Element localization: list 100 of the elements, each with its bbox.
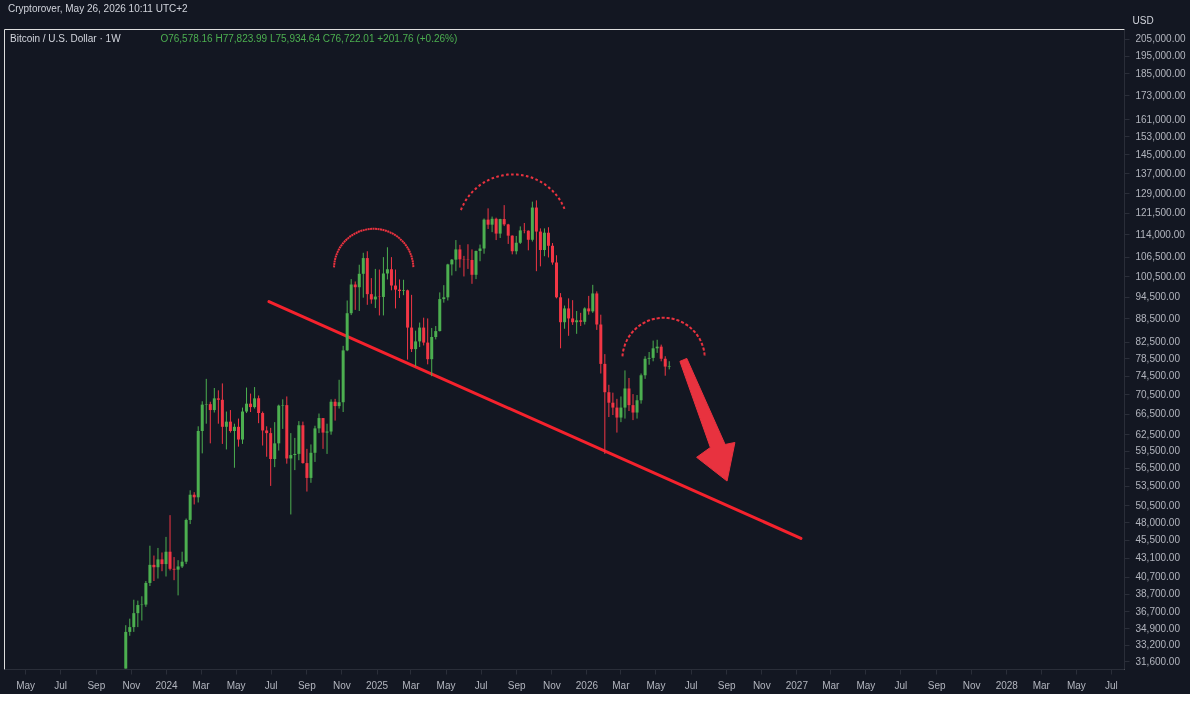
y-tick-label: 153,000.00 <box>1135 130 1186 142</box>
candlestick <box>426 317 430 365</box>
candlestick <box>232 423 236 469</box>
candlestick <box>321 417 325 450</box>
y-tick-label: 145,000.00 <box>1135 148 1186 160</box>
y-tick-label: 114,000.00 <box>1135 228 1186 240</box>
x-tick-label: Sep <box>927 679 946 691</box>
x-tick-label: May <box>226 679 246 691</box>
candlestick <box>393 269 397 309</box>
y-tick-label: 161,000.00 <box>1135 113 1186 125</box>
y-tick-label: 48,000.00 <box>1135 516 1181 528</box>
text: Cryptorover, May 26, 2026 10:11 UTC+2 <box>8 3 189 14</box>
candlestick <box>385 246 389 280</box>
candlestick <box>486 207 490 230</box>
candlestick <box>253 386 257 410</box>
x-tick-label: Sep <box>717 679 737 691</box>
candlestick <box>333 398 337 422</box>
candlestick <box>369 277 373 305</box>
candlestick <box>458 244 462 269</box>
candlestick <box>651 340 655 362</box>
candlestick <box>402 279 406 296</box>
x-tick-label: Sep <box>297 679 317 691</box>
x-tick-label: Nov <box>752 679 771 691</box>
candlestick <box>261 411 265 447</box>
y-tick-label: 74,500.00 <box>1135 370 1181 382</box>
candlestick <box>494 217 498 241</box>
x-tick-label: 2028 <box>995 679 1019 691</box>
x-tick-label: Nov <box>962 679 981 691</box>
y-tick-label: 121,500.00 <box>1135 207 1186 219</box>
candlestick <box>236 418 240 448</box>
candlestick <box>361 252 365 299</box>
y-tick-label: 88,500.00 <box>1135 312 1181 324</box>
y-tick-label: 59,500.00 <box>1135 445 1181 457</box>
candlestick <box>257 395 261 424</box>
candlestick <box>228 409 232 434</box>
x-tick-label: Jul <box>894 679 908 691</box>
candlestick <box>470 248 474 285</box>
y-tick-label: 173,000.00 <box>1135 89 1186 101</box>
candlestick <box>172 556 176 581</box>
candlestick <box>216 389 220 425</box>
y-tick-label: 137,000.00 <box>1135 167 1186 179</box>
y-tick-label: 43,100.00 <box>1135 552 1181 564</box>
x-tick-label: May <box>856 679 876 691</box>
y-tick-label: 205,000.00 <box>1135 33 1186 45</box>
candlestick <box>132 599 136 633</box>
candlestick <box>490 216 494 233</box>
y-tick-label: 106,500.00 <box>1135 251 1186 263</box>
candlestick <box>522 222 526 234</box>
x-tick-label: May <box>436 679 456 691</box>
candlestick <box>212 387 216 414</box>
y-tick-label: 56,500.00 <box>1135 462 1181 474</box>
x-tick-label: 2027 <box>785 679 809 691</box>
candlestick <box>454 239 458 272</box>
candlestick <box>414 330 418 367</box>
y-tick-label: 40,700.00 <box>1135 571 1181 583</box>
candlestick <box>422 317 426 346</box>
x-tick-label: Mar <box>822 679 841 691</box>
x-tick-label: 2026 <box>575 679 599 691</box>
candlestick <box>410 294 414 353</box>
candlestick <box>289 432 293 515</box>
x-tick-label: Jul <box>474 679 488 691</box>
y-tick-label: 45,500.00 <box>1135 534 1181 546</box>
candlestick <box>293 437 297 471</box>
y-tick-label: 100,500.00 <box>1135 270 1186 282</box>
x-tick-label: Mar <box>1032 679 1051 691</box>
candlestick <box>224 411 228 450</box>
candlestick <box>563 305 567 330</box>
x-tick-label: Mar <box>192 679 211 691</box>
y-tick-label: 38,700.00 <box>1135 588 1181 600</box>
y-tick-label: 70,500.00 <box>1135 388 1181 400</box>
candlestick <box>623 369 627 420</box>
x-tick-label: Jul <box>684 679 698 691</box>
candlestick <box>208 401 212 444</box>
x-tick-label: Jul <box>1105 679 1118 691</box>
y-tick-label: 36,700.00 <box>1135 605 1181 617</box>
candlestick <box>281 398 285 430</box>
y-tick-label: 66,500.00 <box>1135 408 1181 420</box>
candlestick <box>551 242 554 266</box>
y-tick-label: 82,500.00 <box>1135 336 1181 348</box>
x-tick-label: Jul <box>54 679 68 691</box>
y-tick-label: 53,500.00 <box>1135 480 1181 492</box>
candlestick <box>542 227 546 257</box>
y-tick-label: 34,900.00 <box>1135 622 1181 634</box>
candlestick <box>204 378 208 425</box>
x-tick-label: 2024 <box>155 679 179 691</box>
y-tick-label: 78,500.00 <box>1135 352 1181 364</box>
candlestick <box>502 204 506 227</box>
x-tick-label: Sep <box>507 679 527 691</box>
candlestick <box>249 393 253 413</box>
y-tick-label: 50,500.00 <box>1135 499 1181 511</box>
candlestick <box>357 264 361 312</box>
y-tick-label: 62,500.00 <box>1135 428 1181 440</box>
candlestick <box>526 229 530 251</box>
candlestick <box>245 387 249 414</box>
y-tick-label: 31,600.00 <box>1135 655 1181 667</box>
x-tick-label: Nov <box>122 679 141 691</box>
candlestick <box>273 421 277 468</box>
x-tick-label: Mar <box>402 679 421 691</box>
candlestick <box>337 379 341 410</box>
y-tick-label: 94,500.00 <box>1135 291 1181 303</box>
